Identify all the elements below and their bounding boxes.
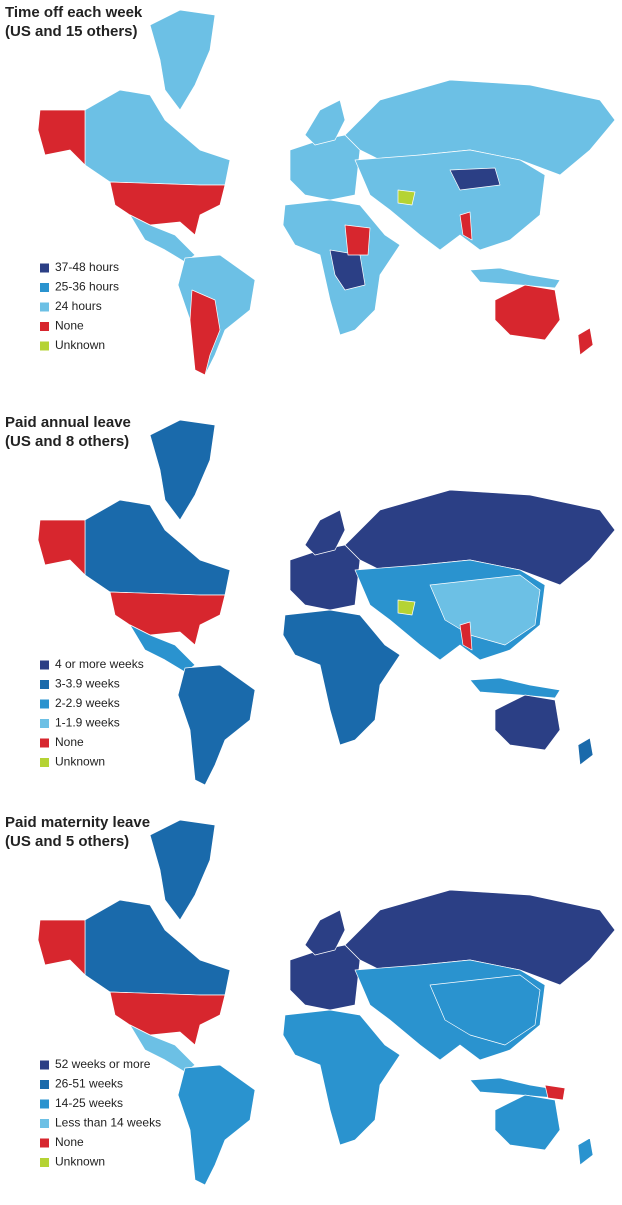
- country-region: [289, 944, 361, 1011]
- country-region: [354, 149, 546, 251]
- panel-subtitle: (US and 15 others): [5, 23, 138, 40]
- legend-swatch: [40, 1158, 49, 1167]
- country-region: [304, 909, 346, 956]
- legend-label: None: [55, 735, 84, 749]
- legend-label: Unknown: [55, 755, 105, 769]
- country-region: [397, 599, 416, 616]
- legend-label: 3-3.9 weeks: [55, 677, 120, 691]
- country-region: [577, 1137, 594, 1166]
- country-region: [37, 109, 86, 166]
- country-region: [469, 267, 561, 289]
- country-region: [149, 819, 216, 921]
- country-region: [109, 181, 226, 236]
- country-region: [289, 134, 361, 201]
- legend-label: 4 or more weeks: [55, 657, 144, 671]
- country-region: [282, 609, 401, 746]
- country-region: [577, 327, 594, 356]
- legend-swatch: [40, 758, 49, 767]
- country-region: [577, 737, 594, 766]
- country-region: [177, 664, 256, 786]
- panel-subtitle: (US and 8 others): [5, 433, 129, 450]
- country-region: [429, 574, 541, 646]
- country-region: [84, 89, 231, 186]
- country-region: [469, 677, 561, 699]
- country-region: [459, 211, 473, 241]
- country-region: [109, 591, 226, 646]
- country-region: [109, 991, 226, 1046]
- legend-swatch: [40, 1099, 49, 1109]
- legend-swatch: [40, 660, 49, 670]
- map-panel: Paid maternity leave (US and 5 others) 52 …: [5, 814, 616, 1186]
- panel-title: Time off each week: [5, 4, 143, 21]
- country-region: [149, 419, 216, 521]
- country-region: [37, 519, 86, 576]
- legend-label: 37-48 hours: [55, 260, 119, 274]
- legend-label: 25-36 hours: [55, 280, 119, 294]
- country-region: [37, 919, 86, 976]
- legend-swatch: [40, 1060, 49, 1070]
- legend-label: 2-2.9 weeks: [55, 696, 120, 710]
- world-map: [37, 819, 616, 1186]
- country-region: [289, 544, 361, 611]
- country-region: [449, 167, 501, 191]
- legend-swatch: [40, 263, 49, 273]
- legend-label: 52 weeks or more: [55, 1057, 151, 1071]
- legend-label: 1-1.9 weeks: [55, 716, 120, 730]
- legend-label: 24 hours: [55, 299, 102, 313]
- legend-label: 26-51 weeks: [55, 1077, 123, 1091]
- world-map: [37, 9, 616, 376]
- legend-label: Unknown: [55, 338, 105, 352]
- legend-swatch: [40, 719, 49, 728]
- legend-label: None: [55, 319, 84, 333]
- country-region: [84, 499, 231, 596]
- world-map: [37, 419, 616, 786]
- country-region: [459, 621, 473, 651]
- country-region: [84, 899, 231, 996]
- legend-swatch: [40, 302, 49, 312]
- legend-swatch: [40, 283, 49, 292]
- country-region: [177, 1064, 256, 1186]
- legend-swatch: [40, 1138, 49, 1148]
- legend-label: Less than 14 weeks: [55, 1116, 161, 1130]
- country-region: [429, 974, 541, 1046]
- country-region: [304, 99, 346, 146]
- legend-label: Unknown: [55, 1155, 105, 1169]
- legend-swatch: [40, 1119, 49, 1128]
- legend-label: 14-25 weeks: [55, 1096, 123, 1110]
- legend-swatch: [40, 341, 49, 351]
- legend-swatch: [40, 680, 49, 689]
- legend-swatch: [40, 1080, 49, 1089]
- country-region: [344, 224, 371, 256]
- legend-label: None: [55, 1135, 84, 1149]
- panel-title: Paid maternity leave: [5, 814, 150, 831]
- country-region: [304, 509, 346, 556]
- map-panel: Paid annual leave (US and 8 others) 4 or m…: [5, 414, 616, 786]
- country-region: [494, 694, 561, 751]
- country-region: [282, 1009, 401, 1146]
- map-panel: Time off each week (US and 15 others) 37-4…: [5, 4, 616, 376]
- country-region: [397, 189, 416, 206]
- country-region: [494, 1094, 561, 1151]
- legend-swatch: [40, 699, 49, 709]
- country-region: [189, 289, 221, 376]
- legend-swatch: [40, 322, 49, 331]
- panel-title: Paid annual leave: [5, 414, 131, 431]
- country-region: [494, 284, 561, 341]
- country-region: [149, 9, 216, 111]
- legend-swatch: [40, 738, 49, 748]
- country-region: [544, 1084, 566, 1101]
- panel-subtitle: (US and 5 others): [5, 833, 129, 850]
